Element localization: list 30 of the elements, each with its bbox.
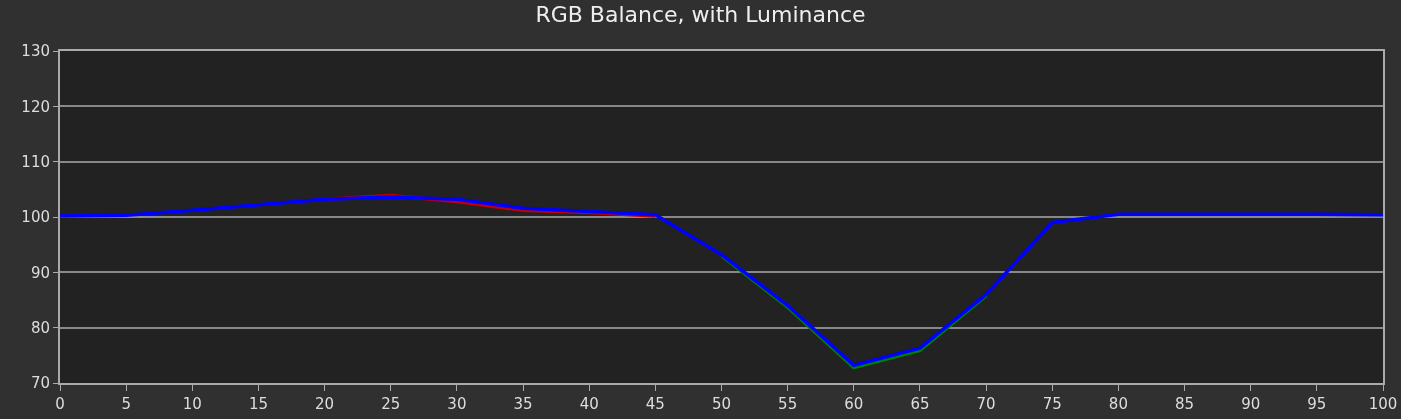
x-tick-label: 85	[1175, 395, 1195, 413]
x-tick-label: 45	[645, 395, 665, 413]
x-tick-label: 80	[1108, 395, 1128, 413]
x-tick-label: 65	[910, 395, 930, 413]
chart-title: RGB Balance, with Luminance	[535, 1, 866, 27]
y-tick-label: 130	[21, 42, 50, 61]
x-tick-label: 20	[315, 395, 335, 413]
x-tick-label: 30	[447, 395, 467, 413]
x-tick-label: 70	[976, 395, 996, 413]
x-tick-label: 35	[513, 395, 533, 413]
x-tick-label: 55	[778, 395, 798, 413]
x-tick-label: 5	[121, 395, 131, 413]
x-tick-label: 75	[1042, 395, 1062, 413]
x-tick-label: 60	[844, 395, 864, 413]
x-tick-label: 90	[1241, 395, 1261, 413]
x-tick-label: 50	[711, 395, 732, 413]
y-tick-label: 120	[21, 97, 50, 116]
x-tick-label: 15	[248, 395, 268, 413]
y-tick-label: 90	[30, 263, 50, 282]
y-tick-label: 70	[30, 374, 50, 393]
x-tick-label: 40	[579, 395, 599, 413]
x-tick-label: 25	[381, 395, 401, 413]
x-tick-label: 95	[1307, 395, 1327, 413]
y-tick-label: 100	[21, 208, 50, 227]
x-tick-label: 100	[1368, 395, 1398, 413]
y-tick-label: 80	[30, 318, 50, 337]
y-tick-label: 110	[21, 152, 50, 171]
line-series	[60, 195, 1383, 368]
x-tick-label: 10	[182, 395, 202, 413]
x-tick-label: 0	[55, 395, 65, 413]
